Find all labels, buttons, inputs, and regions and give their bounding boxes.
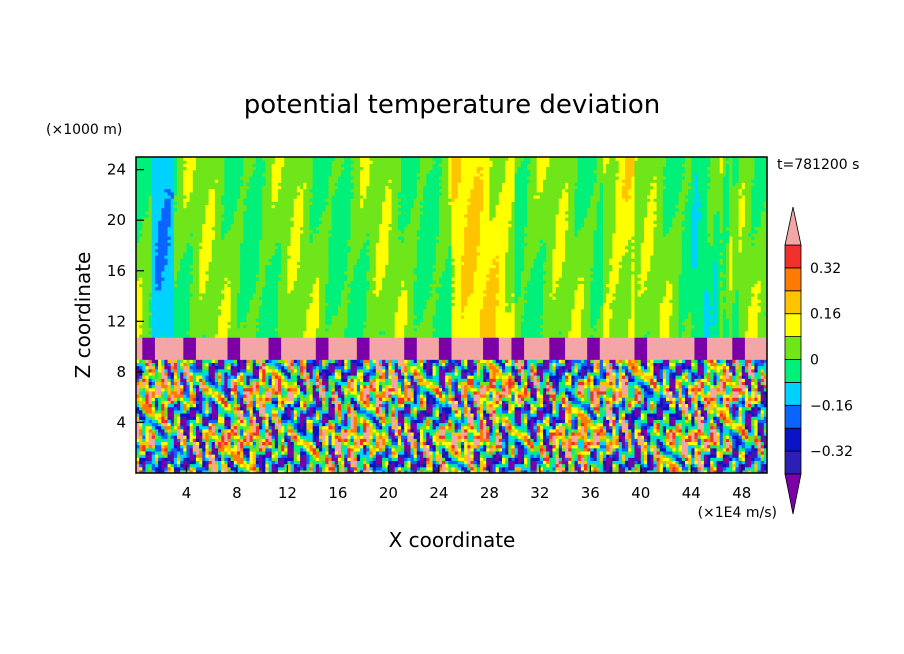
time-label: t=781200 s — [777, 157, 859, 173]
y-unit-label: (×1000 m) — [46, 122, 122, 138]
chart-title: potential temperature deviation — [244, 90, 660, 120]
plot-area — [136, 157, 768, 474]
